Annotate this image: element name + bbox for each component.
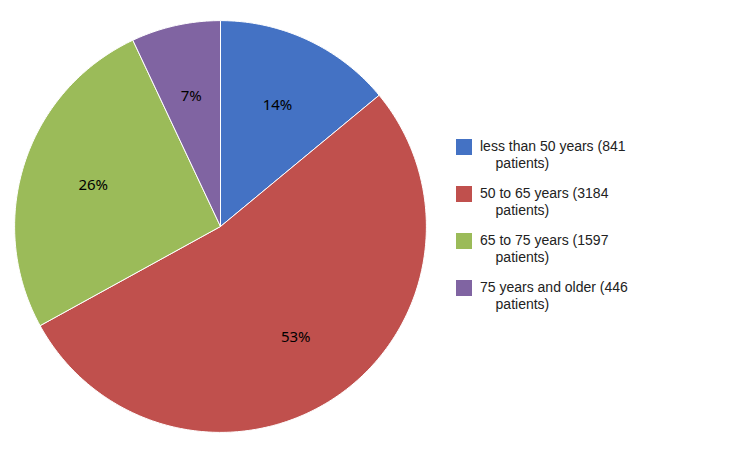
html-text:65 to 75 years (1597 patients): 65 to 75 years (1597 patients) [480, 231, 609, 265]
svg-text:26%: 26% [78, 173, 108, 193]
svg-text:14%: 14% [263, 94, 293, 114]
html-text:less than 50 years (841 patien: less than 50 years (841 patients) [480, 137, 626, 171]
html-text:50 to 65 years (3184 patients): 50 to 65 years (3184 patients) [480, 184, 609, 218]
svg-text:7%: 7% [181, 84, 202, 104]
svg-text:53%: 53% [281, 325, 311, 345]
html-text:75 years and older (446 patien: 75 years and older (446 patients) [480, 278, 628, 312]
